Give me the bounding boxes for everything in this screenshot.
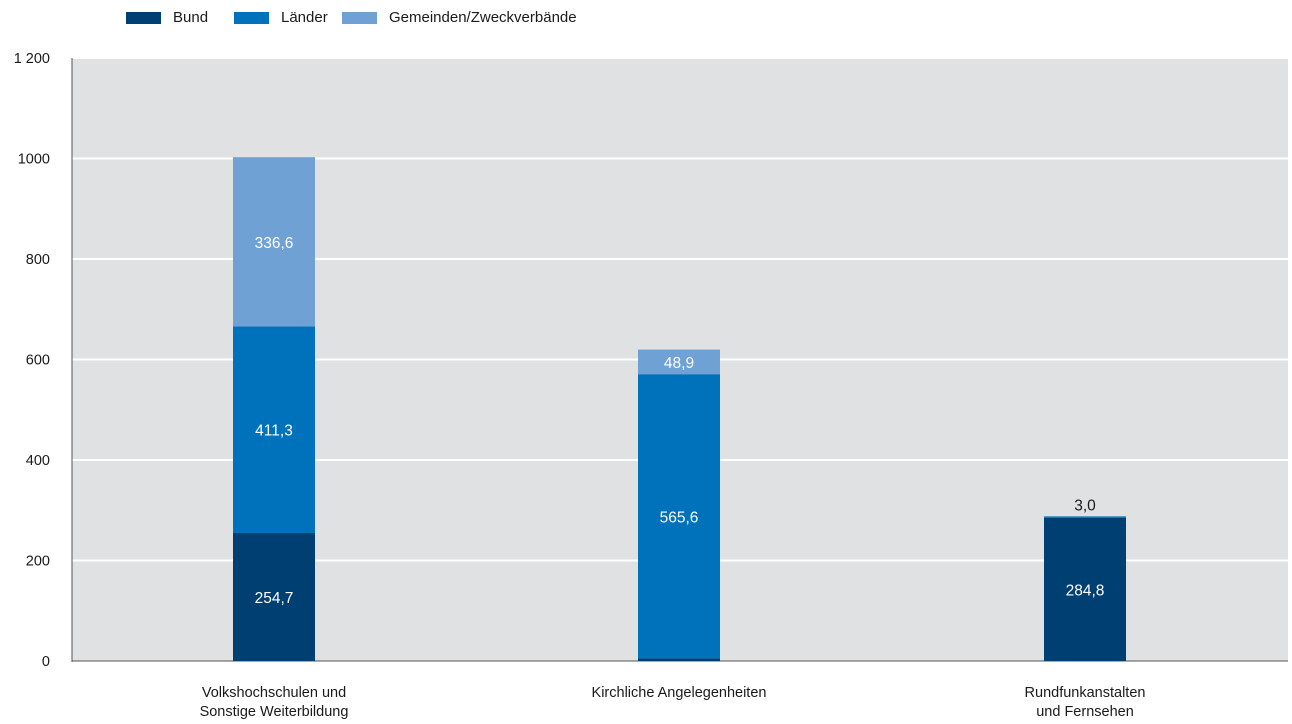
- y-tick-label: 400: [26, 453, 50, 469]
- bar-segment-bund: [1044, 517, 1126, 661]
- data-label: 254,7: [255, 590, 294, 607]
- legend-label: Länder: [281, 9, 328, 26]
- legend-label: Gemeinden/Zweckverbände: [389, 9, 577, 26]
- data-label: 565,6: [660, 509, 699, 526]
- y-tick-label: 800: [26, 252, 50, 268]
- bar-segment-l-nder: [638, 374, 720, 659]
- legend-item: Bund: [126, 9, 208, 26]
- x-category-label: Kirchliche Angelegenheiten: [592, 685, 767, 701]
- y-tick-label: 0: [42, 654, 50, 670]
- bar-segment-l-nder: [1044, 516, 1126, 518]
- legend-item: Gemeinden/Zweckverbände: [342, 9, 577, 26]
- data-label: 336,6: [255, 235, 294, 252]
- x-category-label: Sonstige Weiterbildung: [200, 704, 349, 720]
- bar-segment-gemeinden-zweckverb-nde: [233, 157, 315, 327]
- legend-label: Bund: [173, 9, 209, 26]
- x-category-label: Volkshochschulen und: [202, 685, 346, 701]
- bar-segment-l-nder: [233, 326, 315, 534]
- data-label: 48,9: [664, 355, 694, 372]
- bar-segment-bund: [233, 533, 315, 661]
- x-category-label: und Fernsehen: [1036, 704, 1134, 720]
- data-label: 284,8: [1066, 582, 1105, 599]
- legend-swatch: [342, 11, 377, 24]
- bar-segment-gemeinden-zweckverb-nde: [638, 349, 720, 375]
- bar-segment-bund: [638, 658, 720, 661]
- x-category-label: Rundfunkanstalten: [1025, 685, 1146, 701]
- data-label: 3,0: [1074, 497, 1096, 514]
- y-tick-label: 600: [26, 353, 50, 369]
- y-tick-label: 1000: [18, 152, 50, 168]
- legend-swatch: [126, 11, 161, 24]
- legend-item: Länder: [234, 9, 328, 26]
- y-tick-label: 1 200: [14, 51, 50, 67]
- y-tick-label: 200: [26, 554, 50, 570]
- data-label: 411,3: [255, 423, 293, 440]
- legend-swatch: [234, 11, 269, 24]
